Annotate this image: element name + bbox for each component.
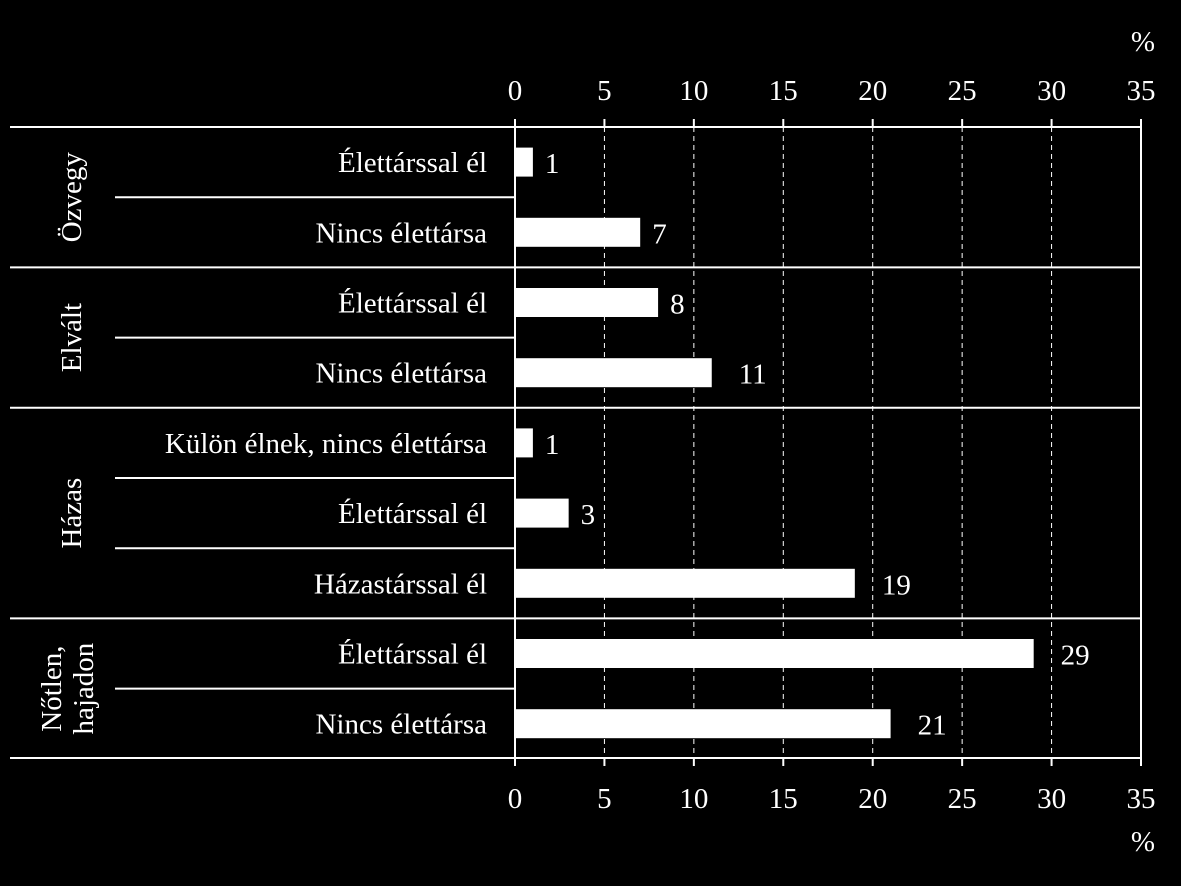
group-label: Elvált bbox=[56, 303, 88, 372]
category-label: Nincs élettársa bbox=[315, 217, 487, 249]
bar bbox=[515, 568, 855, 598]
category-label: Házastárssal él bbox=[314, 568, 487, 600]
tick-label-bottom: 5 bbox=[597, 783, 612, 815]
group-label: Házas bbox=[56, 478, 88, 549]
bar bbox=[515, 498, 569, 528]
bar bbox=[515, 288, 659, 317]
bar bbox=[515, 428, 533, 458]
tick-label-top: 30 bbox=[1037, 75, 1066, 107]
data-label: 19 bbox=[882, 569, 911, 601]
data-label: 21 bbox=[918, 710, 947, 742]
bar bbox=[515, 639, 1034, 668]
group-label: Nőtlen,hajadon bbox=[36, 642, 100, 734]
tick-label-top: 35 bbox=[1127, 75, 1156, 107]
bar bbox=[515, 217, 641, 247]
tick-label-top: 25 bbox=[948, 75, 977, 107]
tick-label-bottom: 10 bbox=[679, 783, 708, 815]
data-label: 3 bbox=[581, 499, 596, 531]
tick-label-bottom: 35 bbox=[1127, 783, 1156, 815]
group-label-line: hajadon bbox=[68, 642, 100, 734]
tick-label-top: 0 bbox=[508, 75, 523, 107]
unit-label-top: % bbox=[1131, 26, 1155, 58]
tick-label-top: 15 bbox=[769, 75, 798, 107]
category-label: Élettárssal él bbox=[338, 497, 487, 530]
data-label: 8 bbox=[670, 289, 685, 321]
unit-label-bottom: % bbox=[1131, 826, 1155, 858]
category-label: Élettárssal él bbox=[338, 146, 487, 179]
category-label: Nincs élettársa bbox=[315, 358, 487, 390]
tick-label-top: 5 bbox=[597, 75, 612, 107]
bar bbox=[515, 709, 891, 739]
tick-label-top: 10 bbox=[679, 75, 708, 107]
tick-label-bottom: 0 bbox=[508, 783, 523, 815]
category-label: Nincs élettársa bbox=[315, 709, 487, 741]
group-label-line: Nőtlen, bbox=[36, 646, 68, 732]
data-label: 7 bbox=[652, 218, 667, 250]
data-label: 29 bbox=[1061, 640, 1090, 672]
bar bbox=[515, 358, 712, 388]
data-label: 1 bbox=[545, 429, 560, 461]
data-label: 1 bbox=[545, 148, 560, 180]
tick-label-bottom: 25 bbox=[948, 783, 977, 815]
category-label: Külön élnek, nincs élettársa bbox=[165, 428, 487, 460]
bar bbox=[515, 147, 533, 177]
tick-label-top: 20 bbox=[858, 75, 887, 107]
tick-label-bottom: 20 bbox=[858, 783, 887, 815]
category-label: Élettárssal él bbox=[338, 287, 487, 320]
group-label: Özvegy bbox=[56, 152, 88, 243]
category-label: Élettárssal él bbox=[338, 638, 487, 671]
tick-label-bottom: 15 bbox=[769, 783, 798, 815]
data-label: 11 bbox=[739, 359, 767, 391]
tick-label-bottom: 30 bbox=[1037, 783, 1066, 815]
